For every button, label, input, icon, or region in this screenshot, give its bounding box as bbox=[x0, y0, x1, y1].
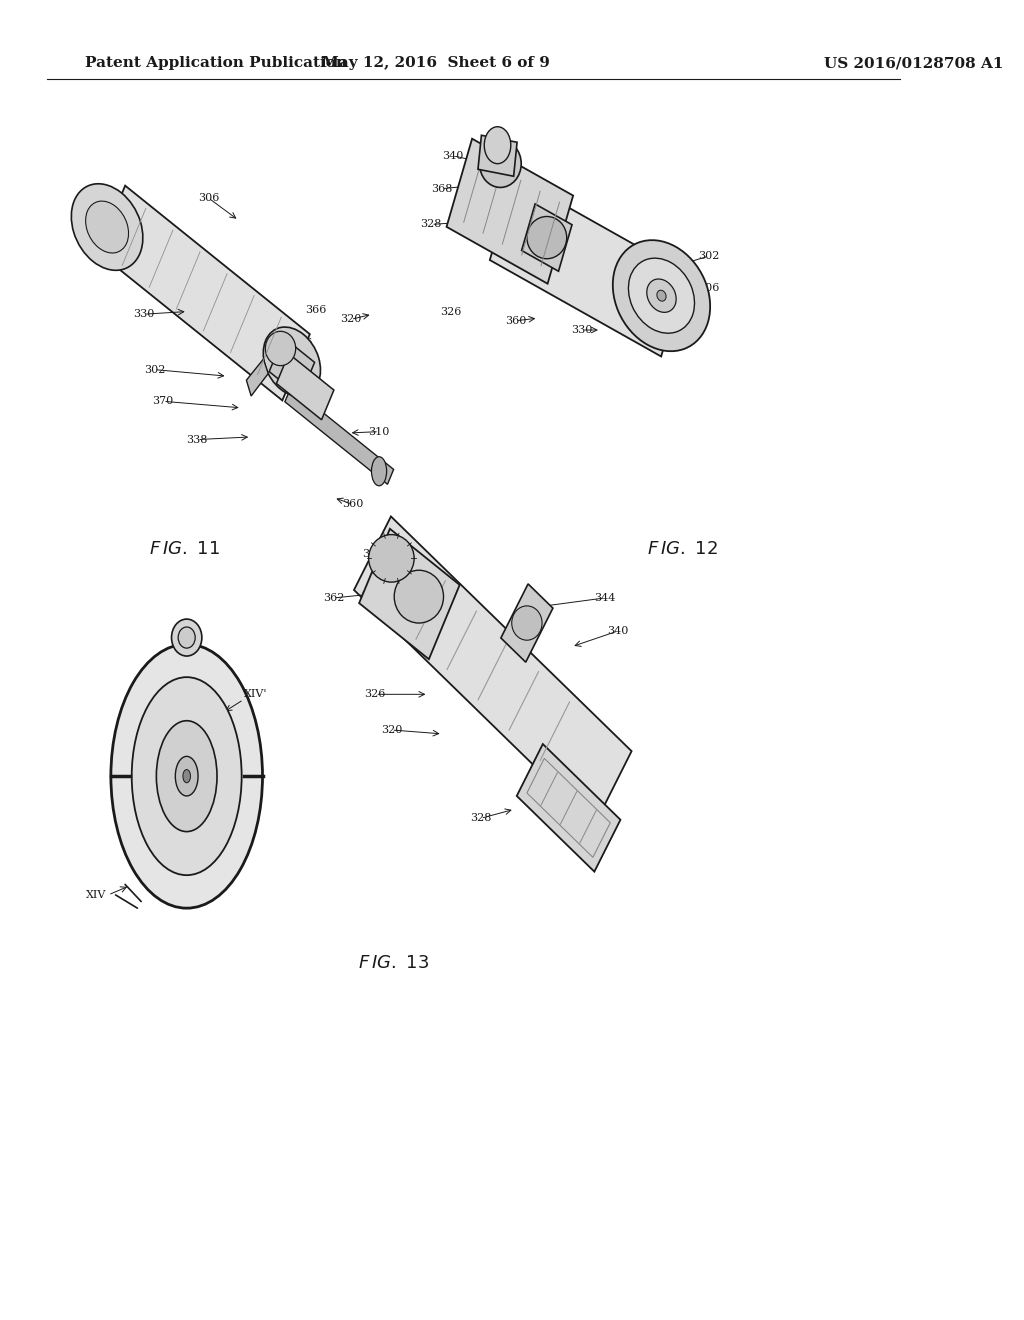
Ellipse shape bbox=[394, 570, 443, 623]
Text: 370: 370 bbox=[153, 396, 174, 407]
Text: $\it{F\/IG.\ 13}$: $\it{F\/IG.\ 13}$ bbox=[357, 953, 429, 972]
Ellipse shape bbox=[629, 259, 694, 333]
Ellipse shape bbox=[86, 201, 129, 253]
Polygon shape bbox=[97, 186, 310, 400]
Text: 330: 330 bbox=[133, 309, 155, 319]
Ellipse shape bbox=[369, 535, 414, 582]
Polygon shape bbox=[354, 516, 632, 825]
Text: May 12, 2016  Sheet 6 of 9: May 12, 2016 Sheet 6 of 9 bbox=[322, 57, 550, 70]
Polygon shape bbox=[489, 177, 685, 356]
Ellipse shape bbox=[612, 240, 711, 351]
Ellipse shape bbox=[479, 140, 521, 187]
Text: XIV: XIV bbox=[86, 890, 106, 900]
Ellipse shape bbox=[656, 290, 666, 301]
Text: 302: 302 bbox=[143, 364, 165, 375]
Text: 330: 330 bbox=[571, 325, 593, 335]
Ellipse shape bbox=[157, 721, 217, 832]
Text: 302: 302 bbox=[698, 251, 720, 261]
Polygon shape bbox=[276, 354, 334, 420]
Polygon shape bbox=[269, 338, 314, 396]
Ellipse shape bbox=[263, 327, 321, 396]
Text: 306: 306 bbox=[698, 282, 720, 293]
Text: 360: 360 bbox=[361, 549, 383, 560]
Text: $\it{F\/IG.\ 12}$: $\it{F\/IG.\ 12}$ bbox=[647, 540, 718, 558]
Text: 362: 362 bbox=[323, 593, 344, 603]
Text: 328: 328 bbox=[470, 813, 492, 824]
Polygon shape bbox=[285, 387, 393, 484]
Text: Patent Application Publication: Patent Application Publication bbox=[85, 57, 347, 70]
Ellipse shape bbox=[132, 677, 242, 875]
Polygon shape bbox=[359, 529, 460, 659]
Text: 360: 360 bbox=[342, 499, 364, 510]
Polygon shape bbox=[501, 583, 553, 663]
Text: 328: 328 bbox=[421, 219, 442, 230]
Ellipse shape bbox=[175, 756, 198, 796]
Ellipse shape bbox=[527, 216, 566, 259]
Ellipse shape bbox=[647, 279, 676, 313]
Polygon shape bbox=[247, 359, 268, 396]
Text: 326: 326 bbox=[440, 306, 462, 317]
Ellipse shape bbox=[372, 457, 387, 486]
Text: XIV': XIV' bbox=[244, 689, 267, 700]
Text: 310: 310 bbox=[369, 426, 390, 437]
Text: 306: 306 bbox=[198, 193, 219, 203]
Text: $\it{F\/IG.\ 11}$: $\it{F\/IG.\ 11}$ bbox=[150, 540, 220, 558]
Ellipse shape bbox=[512, 606, 542, 640]
Text: US 2016/0128708 A1: US 2016/0128708 A1 bbox=[824, 57, 1004, 70]
Text: 320: 320 bbox=[381, 725, 402, 735]
Text: 338: 338 bbox=[186, 434, 208, 445]
Text: 344: 344 bbox=[594, 593, 615, 603]
Text: 360: 360 bbox=[505, 315, 526, 326]
Text: 366: 366 bbox=[305, 305, 327, 315]
Ellipse shape bbox=[72, 183, 143, 271]
Polygon shape bbox=[517, 744, 621, 871]
Text: 326: 326 bbox=[365, 689, 386, 700]
Ellipse shape bbox=[111, 644, 262, 908]
Ellipse shape bbox=[265, 331, 296, 366]
Polygon shape bbox=[446, 139, 573, 284]
Text: 368: 368 bbox=[431, 183, 453, 194]
Ellipse shape bbox=[484, 127, 511, 164]
Ellipse shape bbox=[178, 627, 196, 648]
Text: 340: 340 bbox=[607, 626, 629, 636]
Polygon shape bbox=[478, 135, 517, 177]
Ellipse shape bbox=[172, 619, 202, 656]
Text: 340: 340 bbox=[442, 150, 464, 161]
Ellipse shape bbox=[183, 770, 190, 783]
Text: 320: 320 bbox=[340, 314, 361, 325]
Polygon shape bbox=[521, 205, 572, 271]
Text: 326: 326 bbox=[291, 338, 312, 348]
